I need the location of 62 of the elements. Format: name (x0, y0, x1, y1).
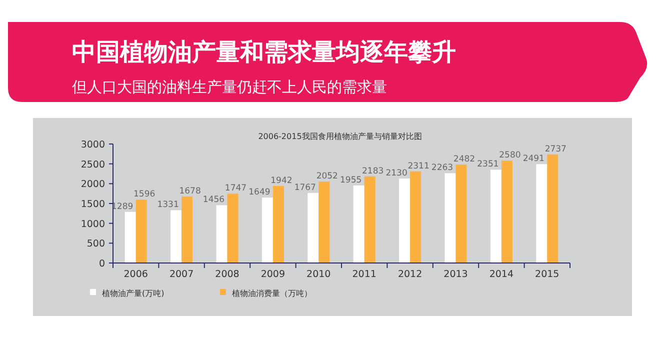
x-tick-label: 2013 (444, 269, 468, 280)
data-label: 1942 (270, 176, 292, 186)
x-tick-label: 2006 (124, 269, 148, 280)
bar (308, 192, 319, 263)
data-label: 1331 (157, 200, 179, 210)
bar (227, 194, 238, 263)
x-tick-label: 2009 (260, 269, 286, 280)
chart-title: 中国植物油产量和需求量均逐年攀升 (72, 38, 456, 66)
bar (216, 205, 228, 263)
text: 2006-2015我国食用植物油产量与销量对比图 (258, 132, 422, 141)
bar (124, 212, 136, 263)
x-tick-label: 2008 (215, 269, 240, 280)
bar (318, 182, 330, 263)
y-tick-label: 500 (86, 238, 105, 250)
bar (399, 178, 410, 263)
x-tick-label: 2010 (306, 269, 331, 280)
x-tick-label: 2014 (489, 269, 514, 280)
bar (272, 186, 284, 263)
bar (536, 164, 548, 263)
bar (182, 196, 193, 263)
bar (444, 173, 456, 263)
bar (501, 160, 512, 263)
bar (410, 171, 422, 263)
bar (456, 164, 467, 263)
data-label: 1767 (294, 182, 316, 193)
data-label: 2052 (316, 172, 338, 182)
data-label: 1747 (224, 184, 247, 194)
bar (136, 200, 147, 263)
x-tick-label: 2011 (352, 269, 376, 280)
y-tick-label: 0 (98, 258, 105, 270)
x-tick-label: 2007 (169, 269, 194, 280)
data-label: 1955 (340, 175, 362, 186)
y-tick-label: 3000 (80, 140, 105, 150)
data-label: 2351 (477, 160, 499, 170)
data-label: 2491 (522, 154, 544, 164)
y-tick-label: 2000 (80, 179, 105, 190)
legend-label: 植物油消费量（万吨） (232, 289, 312, 298)
bar (262, 198, 273, 263)
data-label: 2183 (362, 166, 384, 176)
data-label: 1649 (248, 188, 270, 198)
data-label: 2263 (431, 163, 454, 174)
data-label: 2580 (499, 150, 521, 161)
data-label: 1289 (112, 202, 134, 212)
bar (364, 176, 376, 263)
x-tick-label: 2012 (398, 269, 422, 280)
bar (490, 170, 502, 263)
data-label: 2130 (386, 168, 408, 179)
y-tick-label: 1500 (80, 199, 105, 210)
data-label: 1596 (134, 190, 156, 200)
data-label: 1456 (202, 195, 225, 206)
legend-label: 植物油产量(万吨) (102, 289, 164, 298)
data-label: 2482 (453, 154, 476, 165)
bar (170, 210, 182, 263)
y-tick-label: 2500 (80, 159, 105, 170)
data-label: 1678 (179, 186, 201, 196)
bar (353, 185, 364, 263)
y-tick-label: 1000 (80, 218, 105, 230)
bar (547, 154, 558, 263)
data-label: 2737 (544, 144, 566, 154)
data-label: 2311 (408, 161, 430, 172)
chart-subtitle: 但人口大国的油料生产量仍赶不上人民的需求量 (72, 78, 387, 96)
x-tick-label: 2015 (535, 269, 560, 280)
